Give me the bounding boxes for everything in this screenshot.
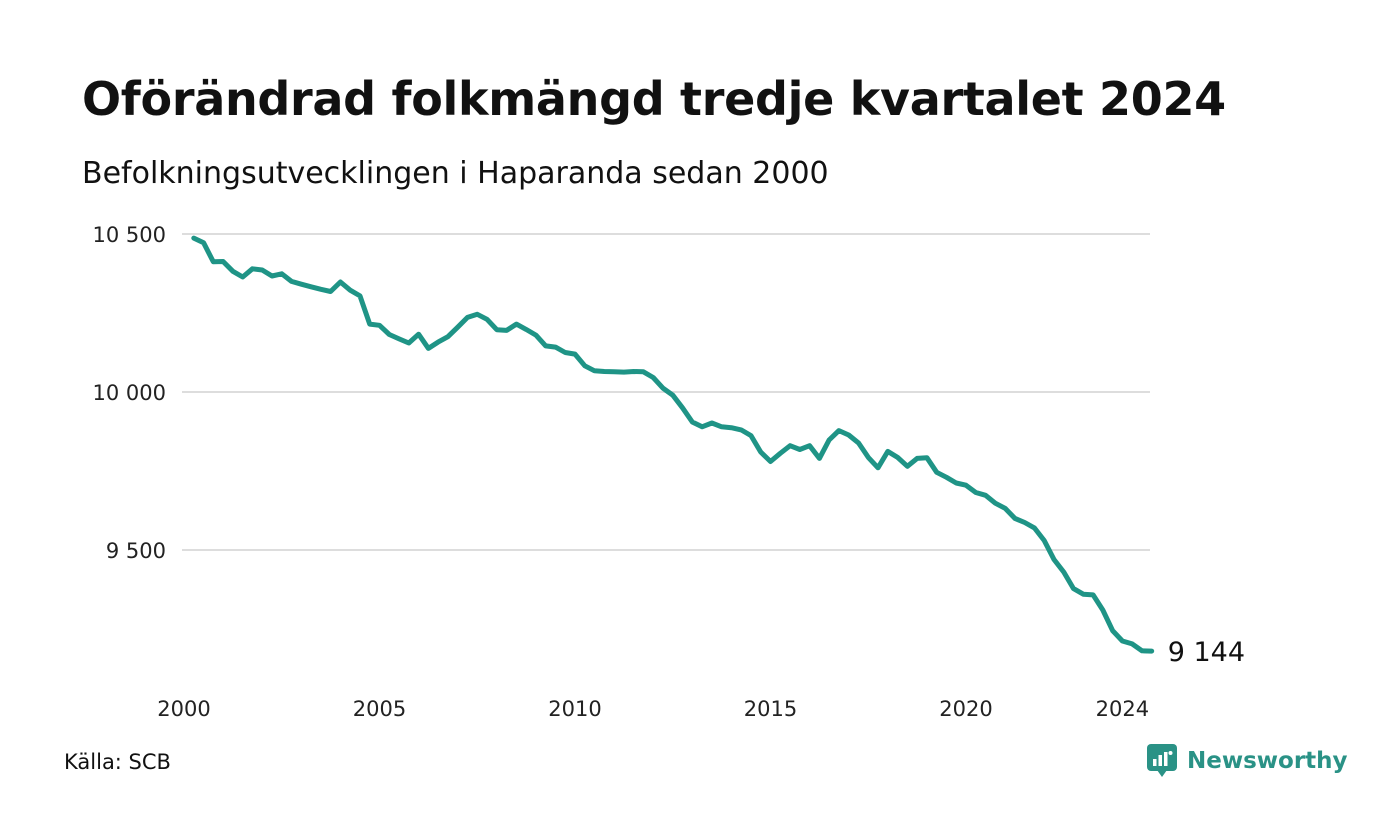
population-series-line [191,235,1155,654]
end-label-layer: 9 144 [1168,637,1245,668]
x-tick-label: 2024 [1096,697,1149,721]
series-layer [191,235,1155,654]
x-tick-label: 2020 [939,697,992,721]
source-note: Källa: SCB [64,750,171,774]
y-tick-label: 9 500 [106,539,166,563]
y-tick-label: 10 500 [93,223,166,247]
x-tick-label: 2000 [157,697,210,721]
x-tick-label: 2010 [548,697,601,721]
newsworthy-logo-icon [1147,744,1177,777]
brand-logo: Newsworthy [1147,744,1348,778]
x-tick-label: 2005 [353,697,406,721]
y-tick-label: 10 000 [93,381,166,405]
chart-title: Oförändrad folkmängd tredje kvartalet 20… [82,72,1226,126]
end-value-label: 9 144 [1168,637,1245,668]
y-axis-ticks: 9 500 10 000 10 500 [93,223,166,563]
x-axis-ticks: 2000 2005 2010 2015 2020 2024 [157,697,1149,721]
chart-subtitle: Befolkningsutvecklingen i Haparanda seda… [82,156,829,191]
brand-name: Newsworthy [1187,748,1348,774]
x-tick-label: 2015 [744,697,797,721]
